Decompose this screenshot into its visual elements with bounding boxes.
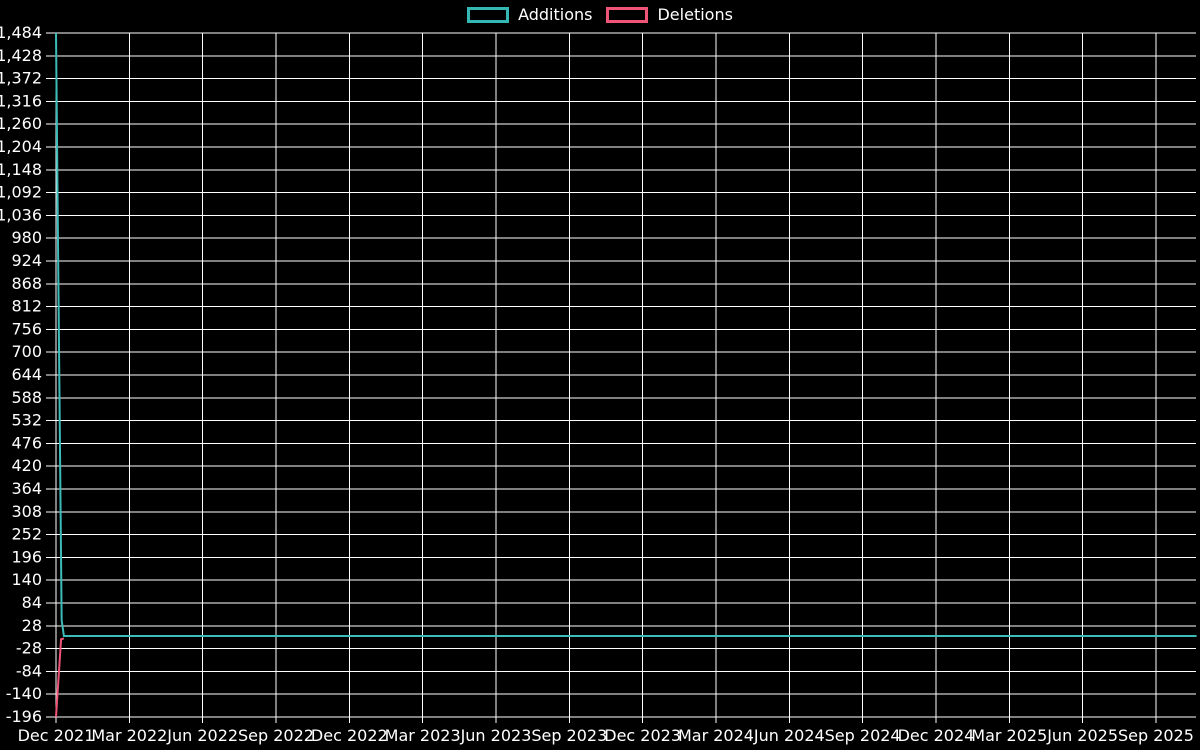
y-tick-label: 84 (22, 593, 42, 612)
x-tick-label: Jun 2022 (166, 726, 238, 745)
legend-item-additions[interactable]: Additions (467, 6, 592, 24)
y-tick-label: 1,092 (0, 183, 42, 202)
x-tick-label: Dec 2022 (311, 726, 388, 745)
y-tick-label: 308 (11, 502, 42, 521)
x-tick-label: Jun 2023 (460, 726, 532, 745)
x-tick-label: Mar 2024 (678, 726, 754, 745)
x-tick-label: Jun 2024 (753, 726, 825, 745)
y-tick-label: 1,484 (0, 23, 42, 42)
additions-swatch-icon (467, 7, 510, 23)
legend-item-deletions[interactable]: Deletions (606, 5, 733, 24)
y-axis-labels: 1,484 1,428 1,372 1,316 1,260 1,204 1,148 1,092… (0, 23, 42, 726)
y-tick-label: 1,148 (0, 160, 42, 179)
y-tick-label: 196 (11, 547, 42, 566)
y-tick-label: -28 (16, 639, 42, 658)
y-tick-label: 476 (11, 433, 42, 452)
gridlines (55, 32, 1196, 718)
deletions-swatch-icon (606, 7, 649, 23)
y-tick-label: -84 (16, 661, 42, 680)
x-tick-label: Dec 2024 (898, 726, 975, 745)
y-tick-label: 700 (11, 342, 42, 361)
x-tick-label: Sep 2024 (825, 726, 901, 745)
x-tick-label: Jun 2025 (1046, 726, 1118, 745)
x-tick-label: Sep 2022 (238, 726, 314, 745)
y-tick-label: -140 (6, 684, 42, 703)
y-tick-label: 644 (11, 365, 42, 384)
y-tick-label: 1,316 (0, 91, 42, 110)
legend-label-deletions: Deletions (657, 5, 733, 24)
y-tick-label: 812 (11, 297, 42, 316)
y-tick-label: 364 (11, 479, 42, 498)
y-tick-label: 1,036 (0, 205, 42, 224)
y-tick-label: 28 (22, 616, 42, 635)
y-tick-label: 140 (11, 570, 42, 589)
x-tick-label: Mar 2023 (385, 726, 461, 745)
y-tick-label: 756 (11, 319, 42, 338)
y-tick-label: 1,428 (0, 46, 42, 65)
x-tick-label: Mar 2025 (971, 726, 1047, 745)
y-tick-label: 924 (11, 251, 42, 270)
y-tick-label: 420 (11, 456, 42, 475)
y-tick-label: 252 (11, 525, 42, 544)
x-tick-label: Mar 2022 (91, 726, 167, 745)
legend-label-additions: Additions (518, 5, 593, 24)
additions-line (55, 32, 1197, 637)
chart-legend: Additions Deletions (0, 6, 1200, 24)
y-tick-label: 868 (11, 274, 42, 293)
y-tick-label: 588 (11, 388, 42, 407)
y-tick-label: 532 (11, 411, 42, 430)
deletions-line (55, 637, 65, 718)
y-tick-label: 1,260 (0, 114, 42, 133)
x-tick-label: Sep 2023 (531, 726, 607, 745)
y-tick-label: 1,372 (0, 69, 42, 88)
x-tick-label: Dec 2023 (604, 726, 681, 745)
y-tick-label: -196 (6, 707, 42, 726)
x-tick-label: Sep 2025 (1118, 726, 1194, 745)
y-tick-label: 1,204 (0, 137, 42, 156)
axis-tick-marks (46, 32, 1157, 723)
y-tick-label: 980 (11, 228, 42, 247)
x-tick-label: Dec 2021 (18, 726, 95, 745)
